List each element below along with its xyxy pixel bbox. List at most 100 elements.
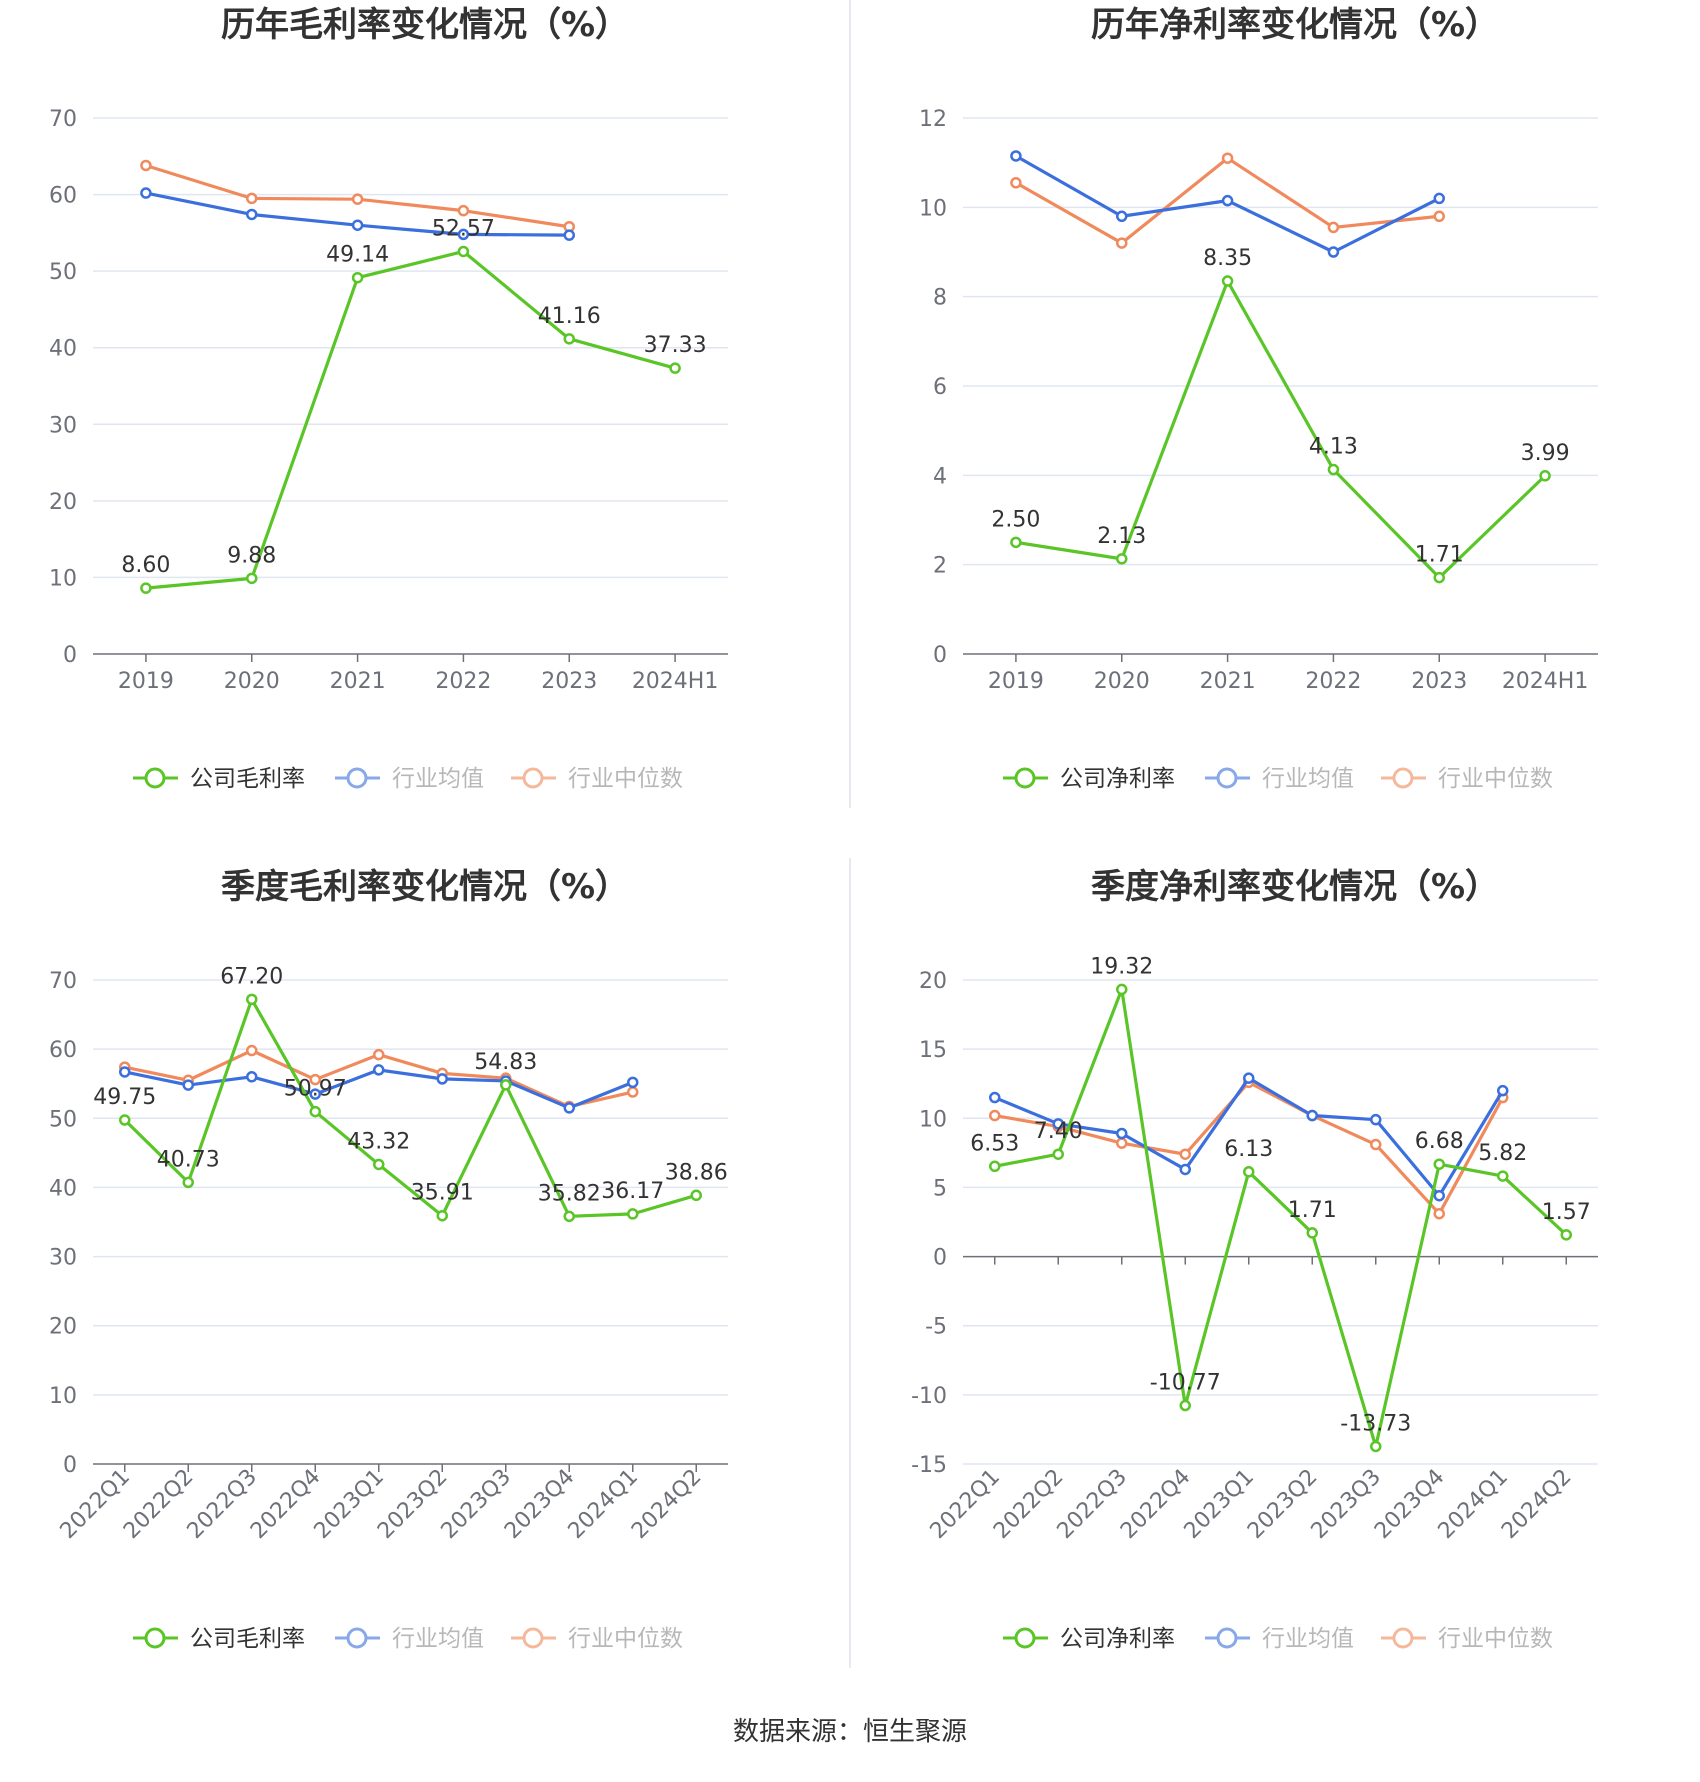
data-point-company[interactable]	[182, 1176, 194, 1189]
data-point-company[interactable]	[246, 572, 258, 585]
legend-item-avg[interactable]: 行业均值	[335, 766, 484, 792]
data-point-company[interactable]	[1433, 571, 1445, 584]
data-point-company[interactable]	[1306, 1227, 1318, 1239]
data-point-avg[interactable]	[1221, 194, 1234, 207]
data-point-avg[interactable]	[1243, 1072, 1255, 1084]
series-line-company	[145, 249, 676, 590]
legend-item-avg[interactable]: 行业均值	[335, 1626, 484, 1652]
data-point-median[interactable]	[1116, 1137, 1128, 1149]
data-point-median[interactable]	[373, 1048, 385, 1061]
data-point-company[interactable]	[1433, 1158, 1445, 1170]
legend-item-median[interactable]: 行业中位数	[1381, 1626, 1553, 1652]
data-point-company[interactable]	[1116, 553, 1128, 565]
data-label: 41.16	[538, 304, 601, 329]
data-point-avg[interactable]	[627, 1076, 639, 1089]
data-point-company[interactable]	[457, 245, 470, 258]
data-point-median[interactable]	[140, 159, 152, 172]
data-point-median[interactable]	[989, 1109, 1001, 1122]
y-tick-label: 50	[49, 260, 77, 285]
data-point-company[interactable]	[989, 1160, 1001, 1173]
data-point-median[interactable]	[246, 192, 258, 205]
data-point-company[interactable]	[309, 1105, 321, 1118]
data-point-avg[interactable]	[563, 229, 575, 241]
data-point-median[interactable]	[1370, 1138, 1382, 1151]
data-point-median[interactable]	[351, 193, 364, 205]
data-point-avg[interactable]	[309, 1088, 321, 1100]
data-point-company[interactable]	[500, 1079, 512, 1091]
data-point-avg[interactable]	[373, 1064, 385, 1076]
data-point-avg[interactable]	[1052, 1118, 1064, 1130]
chart-panel-3: 季度净利率变化情况（%）-15-10-5051015202022Q12022Q2…	[911, 867, 1598, 1652]
data-point-avg[interactable]	[563, 1102, 575, 1114]
data-point-company[interactable]	[1010, 536, 1022, 549]
data-point-median[interactable]	[457, 204, 470, 217]
data-point-company[interactable]	[1116, 983, 1128, 996]
data-point-company[interactable]	[690, 1189, 702, 1202]
data-point-avg[interactable]	[351, 219, 364, 231]
data-point-avg[interactable]	[1116, 1127, 1128, 1140]
data-point-median[interactable]	[1010, 177, 1022, 189]
data-point-median[interactable]	[1179, 1148, 1191, 1160]
data-point-company[interactable]	[669, 362, 681, 374]
data-point-company[interactable]	[246, 993, 258, 1006]
data-point-median[interactable]	[309, 1073, 321, 1086]
data-point-avg[interactable]	[119, 1066, 131, 1078]
data-point-median[interactable]	[1116, 237, 1128, 249]
data-point-company[interactable]	[1052, 1148, 1064, 1160]
data-point-company[interactable]	[1370, 1440, 1382, 1453]
data-point-company[interactable]	[627, 1208, 639, 1220]
data-point-company[interactable]	[563, 1210, 575, 1223]
data-point-avg[interactable]	[1433, 1189, 1445, 1202]
data-point-company[interactable]	[1497, 1170, 1509, 1182]
data-point-company[interactable]	[373, 1158, 385, 1171]
data-point-avg[interactable]	[436, 1073, 448, 1085]
data-point-avg[interactable]	[1116, 210, 1128, 223]
data-point-avg[interactable]	[1497, 1084, 1509, 1097]
data-point-company[interactable]	[1221, 275, 1234, 287]
data-label: 6.53	[970, 1131, 1019, 1156]
data-point-avg[interactable]	[1306, 1109, 1318, 1122]
data-point-company[interactable]	[140, 582, 152, 594]
data-point-avg[interactable]	[246, 208, 258, 221]
legend-item-avg[interactable]: 行业均值	[1205, 1626, 1354, 1652]
data-point-median[interactable]	[1327, 221, 1340, 234]
data-point-company[interactable]	[1539, 470, 1551, 482]
data-point-avg[interactable]	[246, 1071, 258, 1083]
data-point-avg[interactable]	[457, 228, 470, 241]
data-point-median[interactable]	[627, 1086, 639, 1098]
data-point-company[interactable]	[436, 1209, 448, 1222]
data-point-avg[interactable]	[1010, 150, 1022, 162]
legend-item-company[interactable]: 公司毛利率	[133, 766, 305, 792]
data-point-median[interactable]	[1433, 1207, 1445, 1220]
data-point-avg[interactable]	[1179, 1163, 1191, 1176]
legend-item-company[interactable]: 公司毛利率	[133, 1626, 305, 1652]
legend-item-company[interactable]: 公司净利率	[1003, 1626, 1175, 1652]
data-point-avg[interactable]	[1327, 246, 1340, 258]
data-point-company[interactable]	[1179, 1399, 1191, 1412]
data-point-company[interactable]	[351, 271, 364, 284]
data-point-company[interactable]	[1327, 463, 1340, 476]
legend-item-avg[interactable]: 行业均值	[1205, 766, 1354, 792]
data-point-median[interactable]	[1221, 152, 1234, 164]
data-point-avg[interactable]	[1370, 1113, 1382, 1126]
data-point-avg[interactable]	[140, 187, 152, 199]
data-point-avg[interactable]	[989, 1091, 1001, 1104]
data-point-company[interactable]	[563, 333, 575, 345]
data-point-median[interactable]	[246, 1044, 258, 1057]
legend-label: 公司净利率	[1060, 766, 1175, 792]
data-point-company[interactable]	[1243, 1166, 1255, 1178]
data-label: 35.82	[538, 1181, 601, 1206]
y-tick-label: 2	[933, 554, 947, 579]
series-line-company	[1015, 279, 1547, 580]
legend-item-median[interactable]: 行业中位数	[1381, 766, 1553, 792]
data-point-avg[interactable]	[182, 1079, 194, 1091]
legend-item-median[interactable]: 行业中位数	[511, 1626, 683, 1652]
y-tick-label: 5	[933, 1176, 947, 1201]
data-point-company[interactable]	[1560, 1229, 1572, 1241]
legend-item-company[interactable]: 公司净利率	[1003, 766, 1175, 792]
legend-item-median[interactable]: 行业中位数	[511, 766, 683, 792]
data-point-company[interactable]	[119, 1114, 131, 1126]
x-tick-label: 2022Q3	[1053, 1465, 1132, 1544]
data-point-median[interactable]	[1433, 210, 1445, 223]
data-point-avg[interactable]	[1433, 192, 1445, 205]
